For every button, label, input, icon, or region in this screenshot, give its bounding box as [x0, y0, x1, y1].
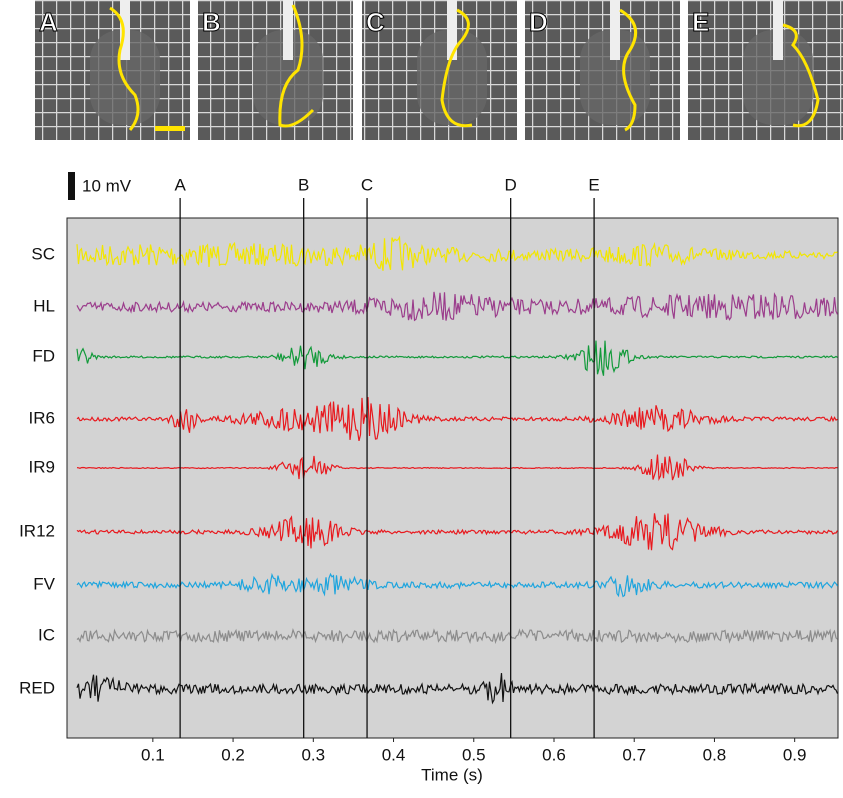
- outline: [278, 4, 315, 128]
- x-tick-label: 0.1: [141, 745, 165, 764]
- fish: [90, 30, 160, 125]
- rod: [610, 0, 620, 60]
- photo-label: A: [39, 7, 58, 37]
- channel-label: FV: [33, 574, 55, 593]
- rod: [120, 0, 130, 60]
- scale-bar: [68, 172, 75, 200]
- emg-trace: [76, 572, 839, 598]
- photo-label: E: [692, 7, 709, 37]
- emg-trace: [76, 291, 839, 322]
- fish: [417, 30, 487, 125]
- channel-label: IR9: [29, 457, 55, 476]
- x-tick-label: 0.2: [221, 745, 245, 764]
- channel-label: IC: [38, 625, 55, 644]
- emg-trace: [76, 340, 838, 376]
- emg-trace: [76, 673, 839, 705]
- photo-label: B: [202, 7, 221, 37]
- event-label: D: [505, 175, 517, 194]
- channel-label: RED: [19, 678, 55, 697]
- channel-label: SC: [31, 244, 55, 263]
- x-tick-label: 0.3: [301, 745, 325, 764]
- x-tick-label: 0.8: [703, 745, 727, 764]
- emg-trace: [76, 513, 839, 551]
- x-tick-label: 0.5: [462, 745, 486, 764]
- outline: [619, 8, 638, 132]
- emg-trace: [76, 628, 838, 645]
- event-label: B: [298, 175, 309, 194]
- channel-label: HL: [33, 296, 55, 315]
- emg-trace: [76, 397, 838, 442]
- plot-area: [66, 217, 839, 739]
- channel-label: IR6: [29, 408, 55, 427]
- channel-label: FD: [32, 346, 55, 365]
- channel-label: IR12: [19, 521, 55, 540]
- x-tick-label: 0.7: [622, 745, 646, 764]
- outline: [109, 6, 140, 131]
- event-label: A: [174, 175, 186, 194]
- rod: [773, 0, 783, 60]
- scale-bar-photo: [155, 126, 185, 131]
- scale-bar-label: 10 mV: [82, 176, 132, 195]
- emg-trace: [76, 454, 838, 481]
- rod: [447, 0, 457, 60]
- outline: [440, 8, 473, 128]
- emg-trace: [76, 235, 838, 271]
- outline: [782, 23, 820, 128]
- photo-label: C: [366, 7, 385, 37]
- x-tick-label: 0.6: [542, 745, 566, 764]
- x-axis-label: Time (s): [421, 765, 483, 784]
- fish: [253, 30, 323, 125]
- fish: [743, 30, 813, 125]
- photo-strip: A B C D E: [35, 0, 843, 140]
- photo-label: D: [529, 7, 548, 37]
- x-tick-label: 0.4: [382, 745, 406, 764]
- x-tick-label: 0.9: [783, 745, 807, 764]
- rod: [283, 0, 293, 60]
- event-label: E: [588, 175, 599, 194]
- event-label: C: [361, 175, 373, 194]
